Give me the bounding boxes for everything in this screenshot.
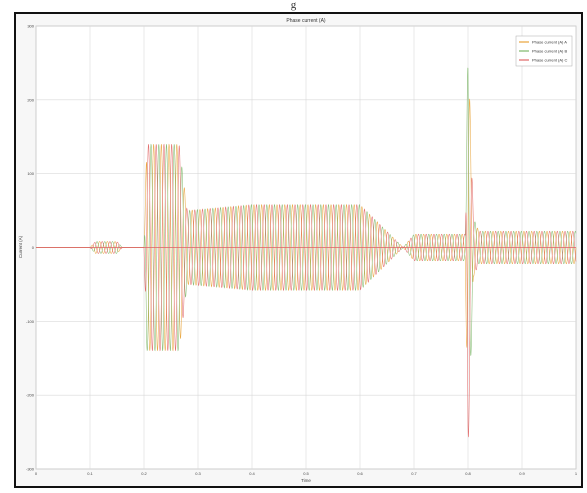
legend-entry: Phase current (A) B (532, 49, 567, 54)
x-tick-label: 0.4 (249, 471, 255, 476)
phase-current-chart: 0 0.1 0.2 0.3 0.4 0.5 0.6 0.7 0.8 0.9 1 300 200 100 0… (16, 14, 581, 486)
x-tick-label: 1 (575, 471, 578, 476)
y-tick-labels: 300 200 100 0 -100 -200 -300 (26, 24, 35, 472)
x-tick-label: 0.6 (357, 471, 363, 476)
y-tick-label: 0 (32, 245, 35, 250)
y-axis-label: Current (A) (18, 235, 23, 258)
legend-entry: Phase current (A) A (532, 40, 567, 45)
y-tick-label: -300 (26, 467, 35, 472)
image-caption: g (290, 0, 297, 11)
figure-frame: 0 0.1 0.2 0.3 0.4 0.5 0.6 0.7 0.8 0.9 1 300 200 100 0… (14, 12, 583, 488)
x-tick-label: 0.9 (519, 471, 525, 476)
legend: Phase current (A) A Phase current (A) B Ph… (515, 35, 573, 67)
y-tick-label: 300 (27, 24, 34, 29)
y-tick-label: -200 (26, 393, 35, 398)
x-tick-labels: 0 0.1 0.2 0.3 0.4 0.5 0.6 0.7 0.8 0.9 1 (35, 471, 578, 476)
x-tick-label: 0.2 (141, 471, 147, 476)
x-tick-label: 0 (35, 471, 38, 476)
y-tick-label: -100 (26, 319, 35, 324)
x-axis-label: Time (301, 478, 311, 483)
chart-title: Phase current (A) (286, 18, 326, 24)
trace-group (36, 67, 577, 438)
legend-box (515, 35, 573, 67)
x-tick-label: 0.7 (411, 471, 417, 476)
y-tick-label: 100 (27, 171, 34, 176)
x-tick-label: 0.5 (303, 471, 309, 476)
y-tick-label: 200 (27, 97, 34, 102)
x-tick-label: 0.3 (195, 471, 201, 476)
legend-entry: Phase current (A) C (532, 58, 567, 63)
x-tick-label: 0.1 (87, 471, 93, 476)
x-tick-label: 0.8 (465, 471, 471, 476)
